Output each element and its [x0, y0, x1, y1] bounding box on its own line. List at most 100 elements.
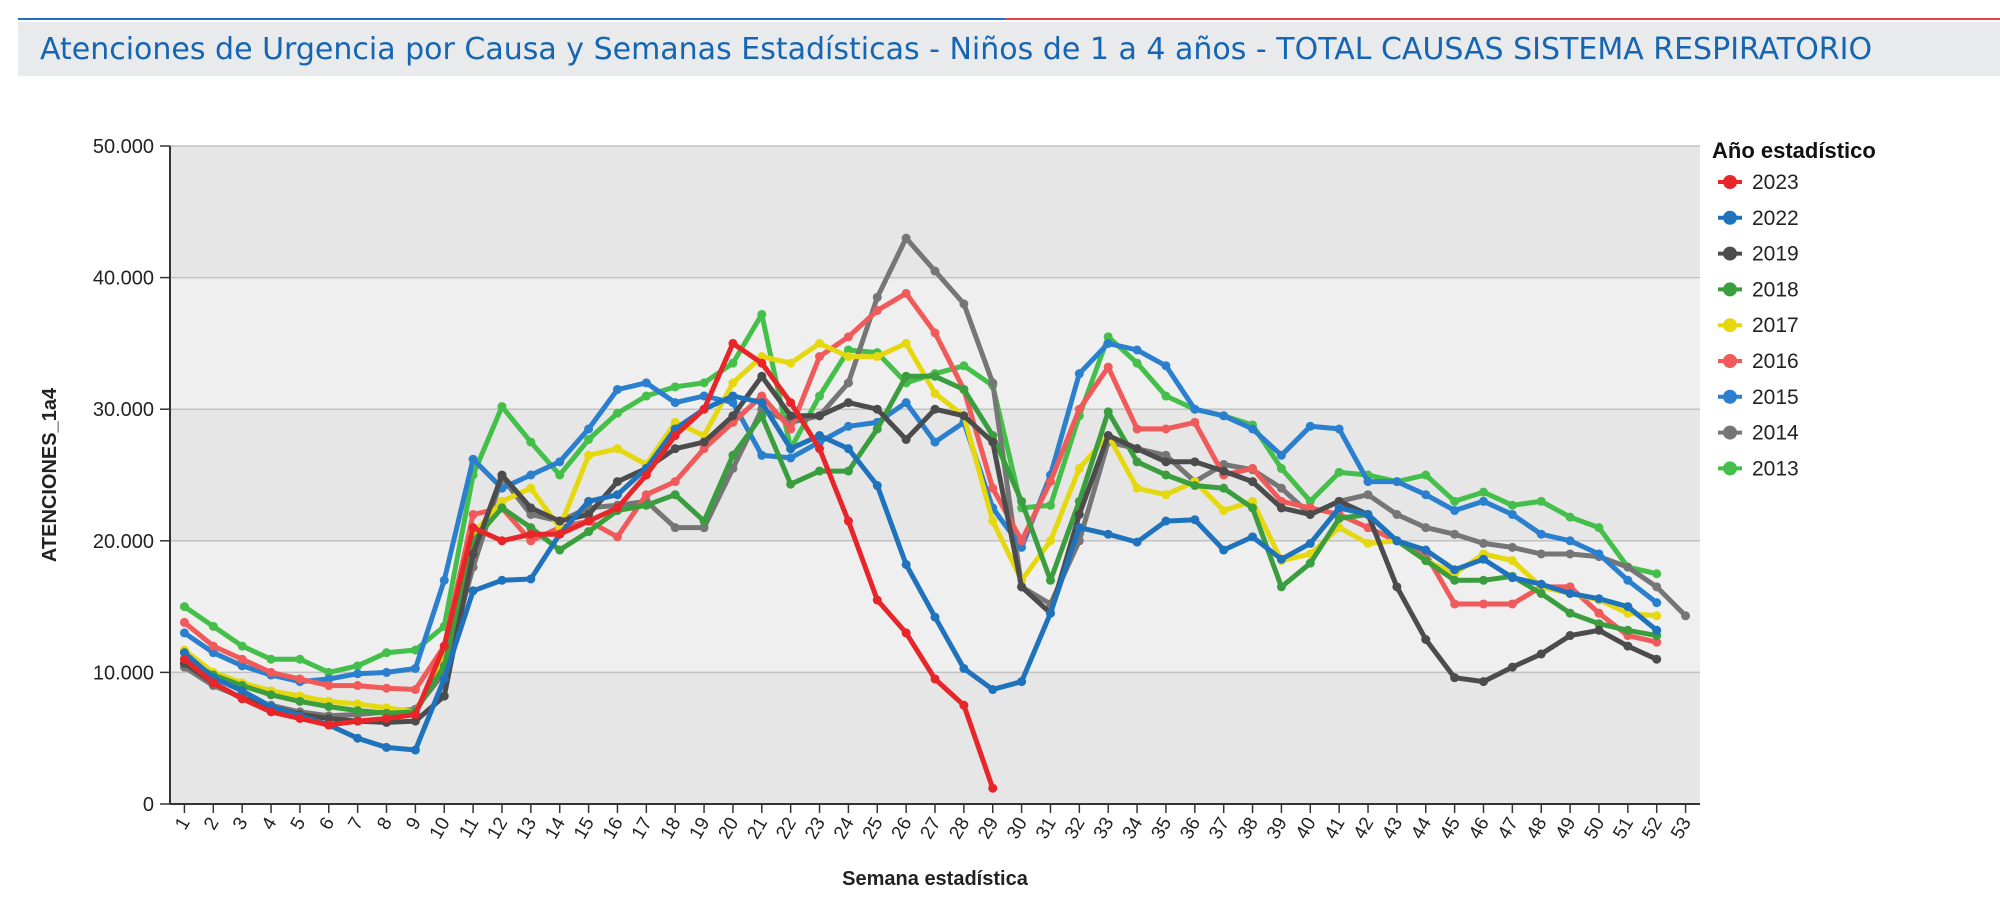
legend-item-2014[interactable]: 2014: [1718, 422, 1799, 445]
data-point: [1594, 608, 1604, 618]
data-point: [901, 628, 911, 638]
data-point: [1536, 649, 1546, 659]
data-point: [1507, 500, 1517, 510]
data-point: [728, 450, 738, 460]
data-point: [786, 358, 796, 368]
data-point: [1623, 625, 1633, 635]
data-point: [1219, 506, 1229, 516]
x-tick-label: 23: [801, 814, 830, 843]
data-point: [555, 529, 565, 539]
data-point: [1334, 424, 1344, 434]
data-point: [1421, 635, 1431, 644]
data-point: [208, 678, 218, 688]
data-point: [1190, 404, 1200, 414]
legend-item-2016[interactable]: 2016: [1718, 350, 1799, 373]
data-point: [670, 431, 680, 441]
legend-label: 2017: [1752, 314, 1799, 337]
x-tick-label: 44: [1407, 814, 1436, 843]
legend-swatch-dot: [1723, 354, 1737, 368]
legend-swatch-dot: [1723, 175, 1737, 189]
data-point: [641, 470, 651, 480]
y-tick-label: 0: [143, 794, 154, 816]
data-point: [1190, 417, 1200, 427]
legend-item-2015[interactable]: 2015: [1718, 386, 1799, 409]
data-point: [439, 575, 449, 585]
legend: Año estadístico 2023 2022 2019 2018 2017 2016…: [1712, 138, 1876, 480]
data-point: [901, 288, 911, 298]
data-point: [1248, 477, 1258, 487]
data-point: [179, 602, 189, 612]
data-point: [1334, 503, 1344, 513]
series-2023: [179, 338, 998, 793]
data-point: [1219, 483, 1229, 493]
data-point: [786, 453, 796, 463]
data-point: [1565, 588, 1575, 598]
data-point: [872, 292, 882, 302]
x-tick-label: 41: [1321, 814, 1350, 843]
data-point: [815, 466, 825, 476]
plot-band: [170, 277, 1700, 410]
data-point: [295, 696, 305, 706]
data-point: [179, 654, 189, 664]
data-point: [526, 437, 536, 447]
data-point: [1074, 523, 1084, 533]
data-point: [1507, 662, 1517, 672]
x-tick-label: 51: [1609, 814, 1638, 843]
data-point: [988, 685, 998, 695]
data-point: [815, 431, 825, 441]
data-point: [1132, 444, 1142, 454]
data-point: [237, 661, 247, 671]
x-tick-label: 3: [229, 814, 252, 834]
data-point: [208, 621, 218, 631]
legend-swatch-dot: [1723, 425, 1737, 440]
data-point: [1392, 477, 1402, 487]
data-point: [699, 378, 709, 388]
data-point: [1536, 496, 1546, 506]
x-tick-label: 17: [628, 814, 657, 843]
legend-item-2017[interactable]: 2017: [1718, 314, 1799, 337]
x-tick-label: 24: [830, 814, 859, 843]
series-line-2018: [181, 373, 1660, 716]
data-point: [584, 516, 594, 526]
data-point: [641, 490, 651, 500]
x-tick-label: 40: [1292, 814, 1321, 843]
data-point: [1305, 421, 1315, 431]
data-point: [1103, 362, 1113, 372]
title-accent-red: [1005, 18, 2000, 20]
legend-item-2013[interactable]: 2013: [1718, 457, 1799, 480]
data-point: [843, 378, 853, 388]
data-point: [1334, 496, 1344, 506]
data-point: [468, 509, 478, 519]
data-point: [1132, 483, 1142, 493]
y-tick-label: 50.000: [93, 136, 154, 158]
x-tick-label: 31: [1032, 814, 1061, 843]
legend-item-2022[interactable]: 2022: [1718, 207, 1799, 230]
data-point: [1623, 641, 1633, 651]
legend-item-2019[interactable]: 2019: [1718, 243, 1799, 266]
data-point: [1363, 538, 1373, 548]
x-tick-label: 16: [599, 814, 628, 843]
x-tick-label: 27: [917, 814, 946, 843]
legend-label: 2023: [1752, 171, 1799, 194]
data-point: [670, 490, 680, 500]
data-point: [843, 352, 853, 362]
data-point: [1103, 431, 1113, 441]
data-point: [1161, 470, 1171, 480]
x-tick-label: 25: [859, 814, 888, 843]
data-point: [555, 516, 565, 526]
data-point: [353, 699, 363, 709]
legend-item-2018[interactable]: 2018: [1718, 278, 1799, 301]
data-point: [1045, 575, 1055, 585]
data-point: [1652, 582, 1662, 592]
data-point: [1305, 558, 1315, 568]
data-point: [1017, 536, 1027, 546]
data-point: [1450, 673, 1460, 683]
data-point: [930, 404, 940, 414]
data-point: [843, 345, 853, 355]
data-point: [208, 648, 218, 658]
data-point: [324, 720, 334, 730]
x-tick-label: 38: [1234, 814, 1263, 843]
data-point: [1681, 611, 1691, 621]
x-tick-label: 36: [1176, 814, 1205, 843]
legend-item-2023[interactable]: 2023: [1718, 171, 1799, 194]
